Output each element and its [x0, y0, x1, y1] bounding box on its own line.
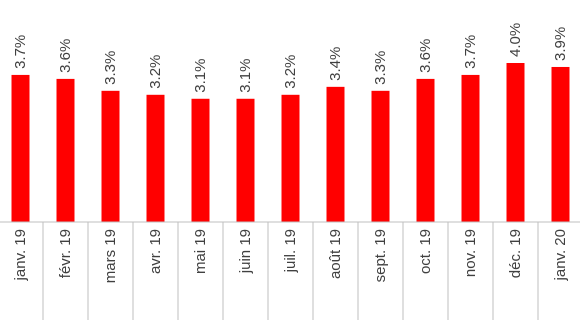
data-label: 3.1%: [192, 59, 209, 93]
bar: [146, 94, 165, 222]
value-labels-group: 3.7% 3.6% 3.3% 3.2% 3.1% 3.1% 3.2% 3.4% 3.3% 3.6%…: [12, 23, 569, 93]
x-tick-label: janv. 20: [552, 229, 569, 281]
x-tick-label: mars 19: [102, 229, 119, 283]
x-tick-label: janv. 19: [12, 229, 29, 281]
bar: [191, 98, 210, 222]
bar: [281, 94, 300, 222]
data-label: 3.9%: [552, 27, 569, 61]
bars-group: [11, 63, 570, 223]
data-label: 4.0%: [507, 23, 524, 57]
bar: [11, 74, 30, 222]
bar: [101, 90, 120, 222]
x-tick-labels-group: janv. 19 févr. 19 mars 19 avr. 19 mai 19 juin…: [12, 229, 569, 283]
data-label: 3.7%: [12, 35, 29, 69]
x-tick-label: sept. 19: [372, 229, 389, 282]
data-label: 3.3%: [102, 51, 119, 85]
data-label: 3.6%: [57, 39, 74, 73]
x-tick-label: déc. 19: [507, 229, 524, 278]
x-tick-label: juin 19: [237, 229, 254, 274]
data-label: 3.1%: [237, 59, 254, 93]
data-label: 3.6%: [417, 39, 434, 73]
bar: [461, 74, 480, 222]
x-axis: [0, 221, 580, 320]
x-tick-label: oct. 19: [417, 229, 434, 274]
bar: [416, 78, 435, 223]
bar: [371, 90, 390, 222]
x-tick-label: juil. 19: [282, 229, 299, 273]
bar: [56, 78, 75, 223]
data-label: 3.3%: [372, 51, 389, 85]
bar: [326, 86, 345, 222]
bar: [506, 63, 525, 222]
data-label: 3.2%: [282, 55, 299, 89]
x-tick-label: avr. 19: [147, 229, 164, 274]
data-label: 3.2%: [147, 55, 164, 89]
x-tick-label: août 19: [327, 229, 344, 279]
data-label: 3.7%: [462, 35, 479, 69]
bar: [236, 98, 255, 222]
x-tick-label: févr. 19: [57, 229, 74, 278]
x-tick-label: mai 19: [192, 229, 209, 274]
bar: [551, 66, 570, 222]
x-tick-label: nov. 19: [462, 229, 479, 277]
data-label: 3.4%: [327, 47, 344, 81]
